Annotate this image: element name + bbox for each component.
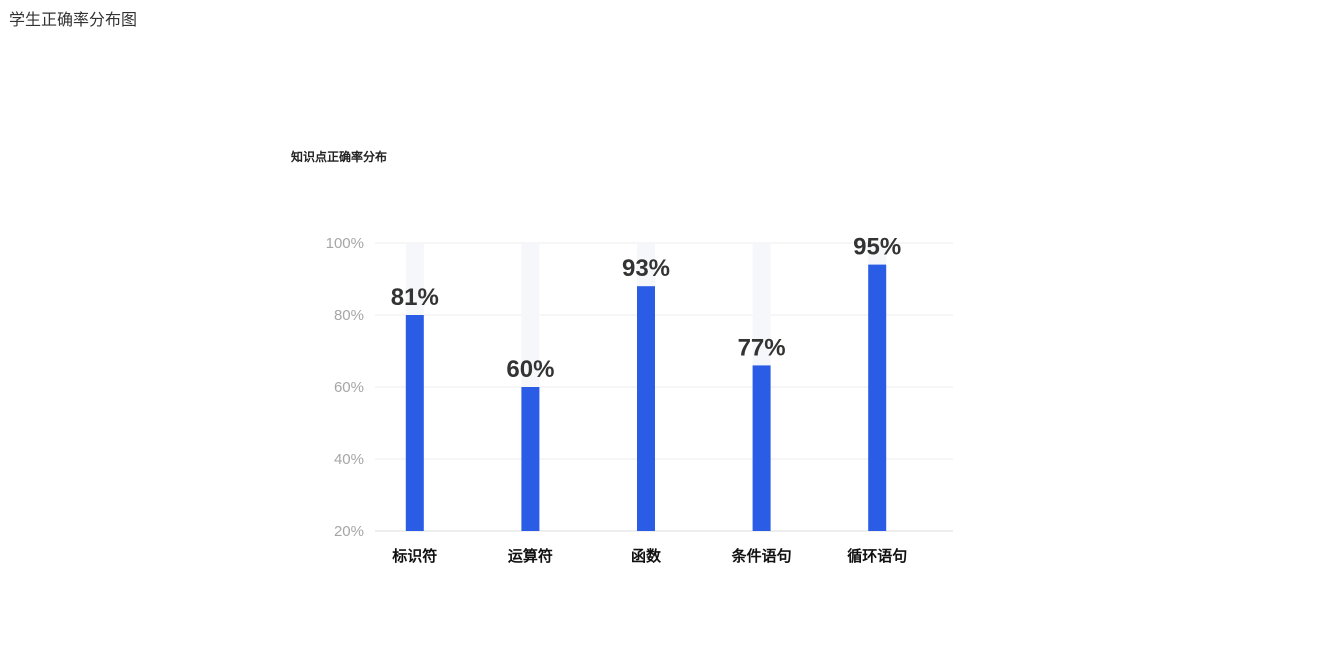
data-label: 95% (853, 234, 901, 261)
chart-title: 知识点正确率分布 (291, 150, 388, 164)
x-tick-label: 循环语句 (847, 547, 907, 565)
y-tick-label: 80% (334, 307, 364, 324)
y-axis-ticks: 20% 40% 60% 80% 100% (326, 235, 364, 540)
data-labels: 81% 60% 93% 77% 95% (391, 234, 901, 383)
y-tick-label: 60% (334, 379, 364, 396)
bar (868, 264, 887, 531)
x-tick-label: 条件语句 (731, 547, 792, 565)
y-tick-label: 40% (334, 451, 364, 468)
y-tick-label: 100% (326, 235, 364, 252)
data-label: 93% (622, 255, 670, 282)
bar (752, 365, 771, 531)
y-tick-label: 20% (334, 523, 364, 540)
x-tick-label: 标识符 (391, 547, 437, 565)
grid-lines (375, 242, 953, 532)
x-axis-labels: 标识符 运算符 函数 条件语句 循环语句 (391, 547, 907, 565)
data-label: 60% (506, 356, 554, 383)
data-label: 77% (738, 334, 786, 361)
bar (405, 315, 424, 531)
page-title: 学生正确率分布图 (9, 10, 138, 29)
data-label: 81% (391, 284, 439, 311)
bar (521, 387, 540, 531)
bar (637, 286, 655, 531)
data-bars (405, 264, 887, 531)
x-tick-label: 函数 (631, 547, 662, 565)
x-tick-label: 运算符 (508, 547, 553, 565)
